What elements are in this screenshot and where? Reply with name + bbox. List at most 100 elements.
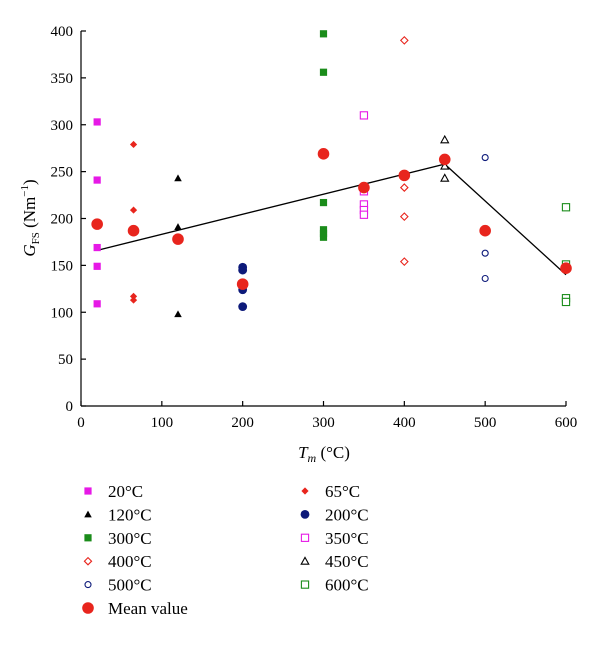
legend-item-350-c: 350°C: [300, 529, 369, 548]
point-65-c: [129, 292, 138, 300]
legend-label: 350°C: [325, 529, 369, 548]
y-tick-label: 350: [51, 71, 74, 87]
legend-marker-300-c: [84, 534, 92, 542]
legend-marker-450-c: [300, 556, 310, 565]
point-120-c: [174, 223, 182, 230]
y-tick-label: 250: [51, 165, 74, 181]
point-20-c: [93, 262, 101, 270]
x-tick-label: 300: [312, 415, 335, 431]
point-500-c: [481, 154, 489, 162]
legend-marker-65-c: [301, 487, 309, 495]
legend-item-120-c: 120°C: [84, 505, 152, 524]
legend-item-mean-value: Mean value: [82, 599, 188, 618]
point-300-c: [319, 30, 328, 38]
point-20-c: [93, 118, 101, 126]
point-20-c: [93, 243, 101, 252]
point-65-c: [129, 140, 138, 149]
x-tick-label: 400: [393, 415, 416, 431]
y-axis-label: GFS (Nm−1): [19, 179, 42, 256]
point-mean-value: [398, 169, 411, 182]
point-500-c: [481, 274, 489, 283]
legend-item-65-c: 65°C: [301, 482, 360, 501]
axes: [80, 31, 566, 407]
point-mean-value: [438, 153, 451, 166]
point-350-c: [359, 210, 369, 219]
y-tick-label: 0: [66, 399, 74, 415]
point-65-c: [129, 206, 138, 214]
legend: 20°C 65°C 120°C 200°C 300°C 350°C 400°C 450°C 50…: [82, 482, 369, 618]
legend-item-20-c: 20°C: [84, 482, 143, 501]
point-450-c: [440, 161, 450, 170]
point-400-c: [399, 212, 409, 222]
y-ticks: 0 50 100 150 200 250 300 350 400: [51, 24, 86, 415]
point-600-c: [561, 297, 571, 307]
point-300-c: [319, 198, 328, 207]
point-400-c: [399, 35, 409, 45]
y-tick-label: 50: [58, 352, 73, 368]
legend-item-300-c: 300°C: [84, 529, 152, 548]
point-mean-value: [560, 262, 572, 274]
legend-label: 450°C: [325, 552, 369, 571]
point-350-c: [359, 111, 369, 120]
legend-marker-20-c: [84, 487, 92, 495]
legend-item-500-c: 500°C: [84, 576, 152, 595]
point-300-c: [319, 68, 328, 76]
legend-label: Mean value: [108, 599, 188, 618]
legend-item-400-c: 400°C: [83, 552, 152, 571]
point-20-c: [93, 300, 101, 308]
legend-label: 300°C: [108, 529, 152, 548]
legend-item-600-c: 600°C: [300, 576, 369, 595]
legend-marker-600-c: [300, 580, 310, 589]
legend-label: 120°C: [108, 505, 152, 524]
point-mean-value: [172, 233, 184, 245]
point-65-c: [129, 296, 138, 304]
x-tick-label: 600: [555, 415, 578, 431]
legend-label: 600°C: [325, 576, 369, 595]
legend-marker-350-c: [300, 533, 310, 542]
x-ticks: 0 100 200 300 400 500 600: [77, 401, 577, 431]
point-mean-value: [236, 278, 249, 290]
x-tick-label: 100: [151, 415, 174, 431]
legend-item-200-c: 200°C: [300, 505, 369, 524]
y-tick-label: 150: [51, 258, 74, 274]
point-120-c: [174, 310, 182, 318]
point-300-c: [319, 226, 328, 234]
point-mean-value: [127, 224, 140, 237]
legend-label: 500°C: [108, 576, 152, 595]
x-axis-label: Tm (°C): [298, 443, 350, 465]
legend-marker-120-c: [84, 510, 92, 518]
point-120-c: [174, 174, 182, 182]
trend-line: [97, 163, 567, 276]
legend-label: 65°C: [325, 482, 360, 501]
legend-marker-mean-value: [82, 602, 94, 614]
point-mean-value: [317, 148, 330, 160]
y-tick-label: 300: [51, 118, 74, 134]
x-tick-label: 0: [77, 415, 85, 431]
point-mean-value: [91, 218, 103, 230]
point-20-c: [93, 176, 101, 184]
point-600-c: [561, 203, 571, 212]
legend-marker-200-c: [300, 510, 310, 519]
point-300-c: [319, 229, 328, 238]
legend-marker-500-c: [84, 581, 92, 589]
point-mean-value: [479, 224, 491, 237]
y-tick-label: 200: [51, 212, 74, 228]
point-mean-value: [358, 181, 370, 194]
point-400-c: [399, 257, 409, 267]
legend-marker-400-c: [83, 556, 93, 566]
y-tick-label: 400: [51, 24, 74, 40]
x-tick-label: 200: [231, 415, 254, 431]
y-tick-label: 100: [51, 305, 74, 321]
point-200-c: [238, 302, 248, 312]
point-500-c: [481, 249, 489, 257]
point-450-c: [440, 134, 450, 144]
legend-label: 20°C: [108, 482, 143, 501]
point-300-c: [319, 233, 328, 241]
data-points: [91, 30, 572, 318]
legend-item-450-c: 450°C: [300, 552, 369, 571]
point-400-c: [399, 183, 409, 192]
legend-label: 400°C: [108, 552, 152, 571]
point-450-c: [440, 173, 450, 182]
trend-line-path: [97, 163, 567, 276]
